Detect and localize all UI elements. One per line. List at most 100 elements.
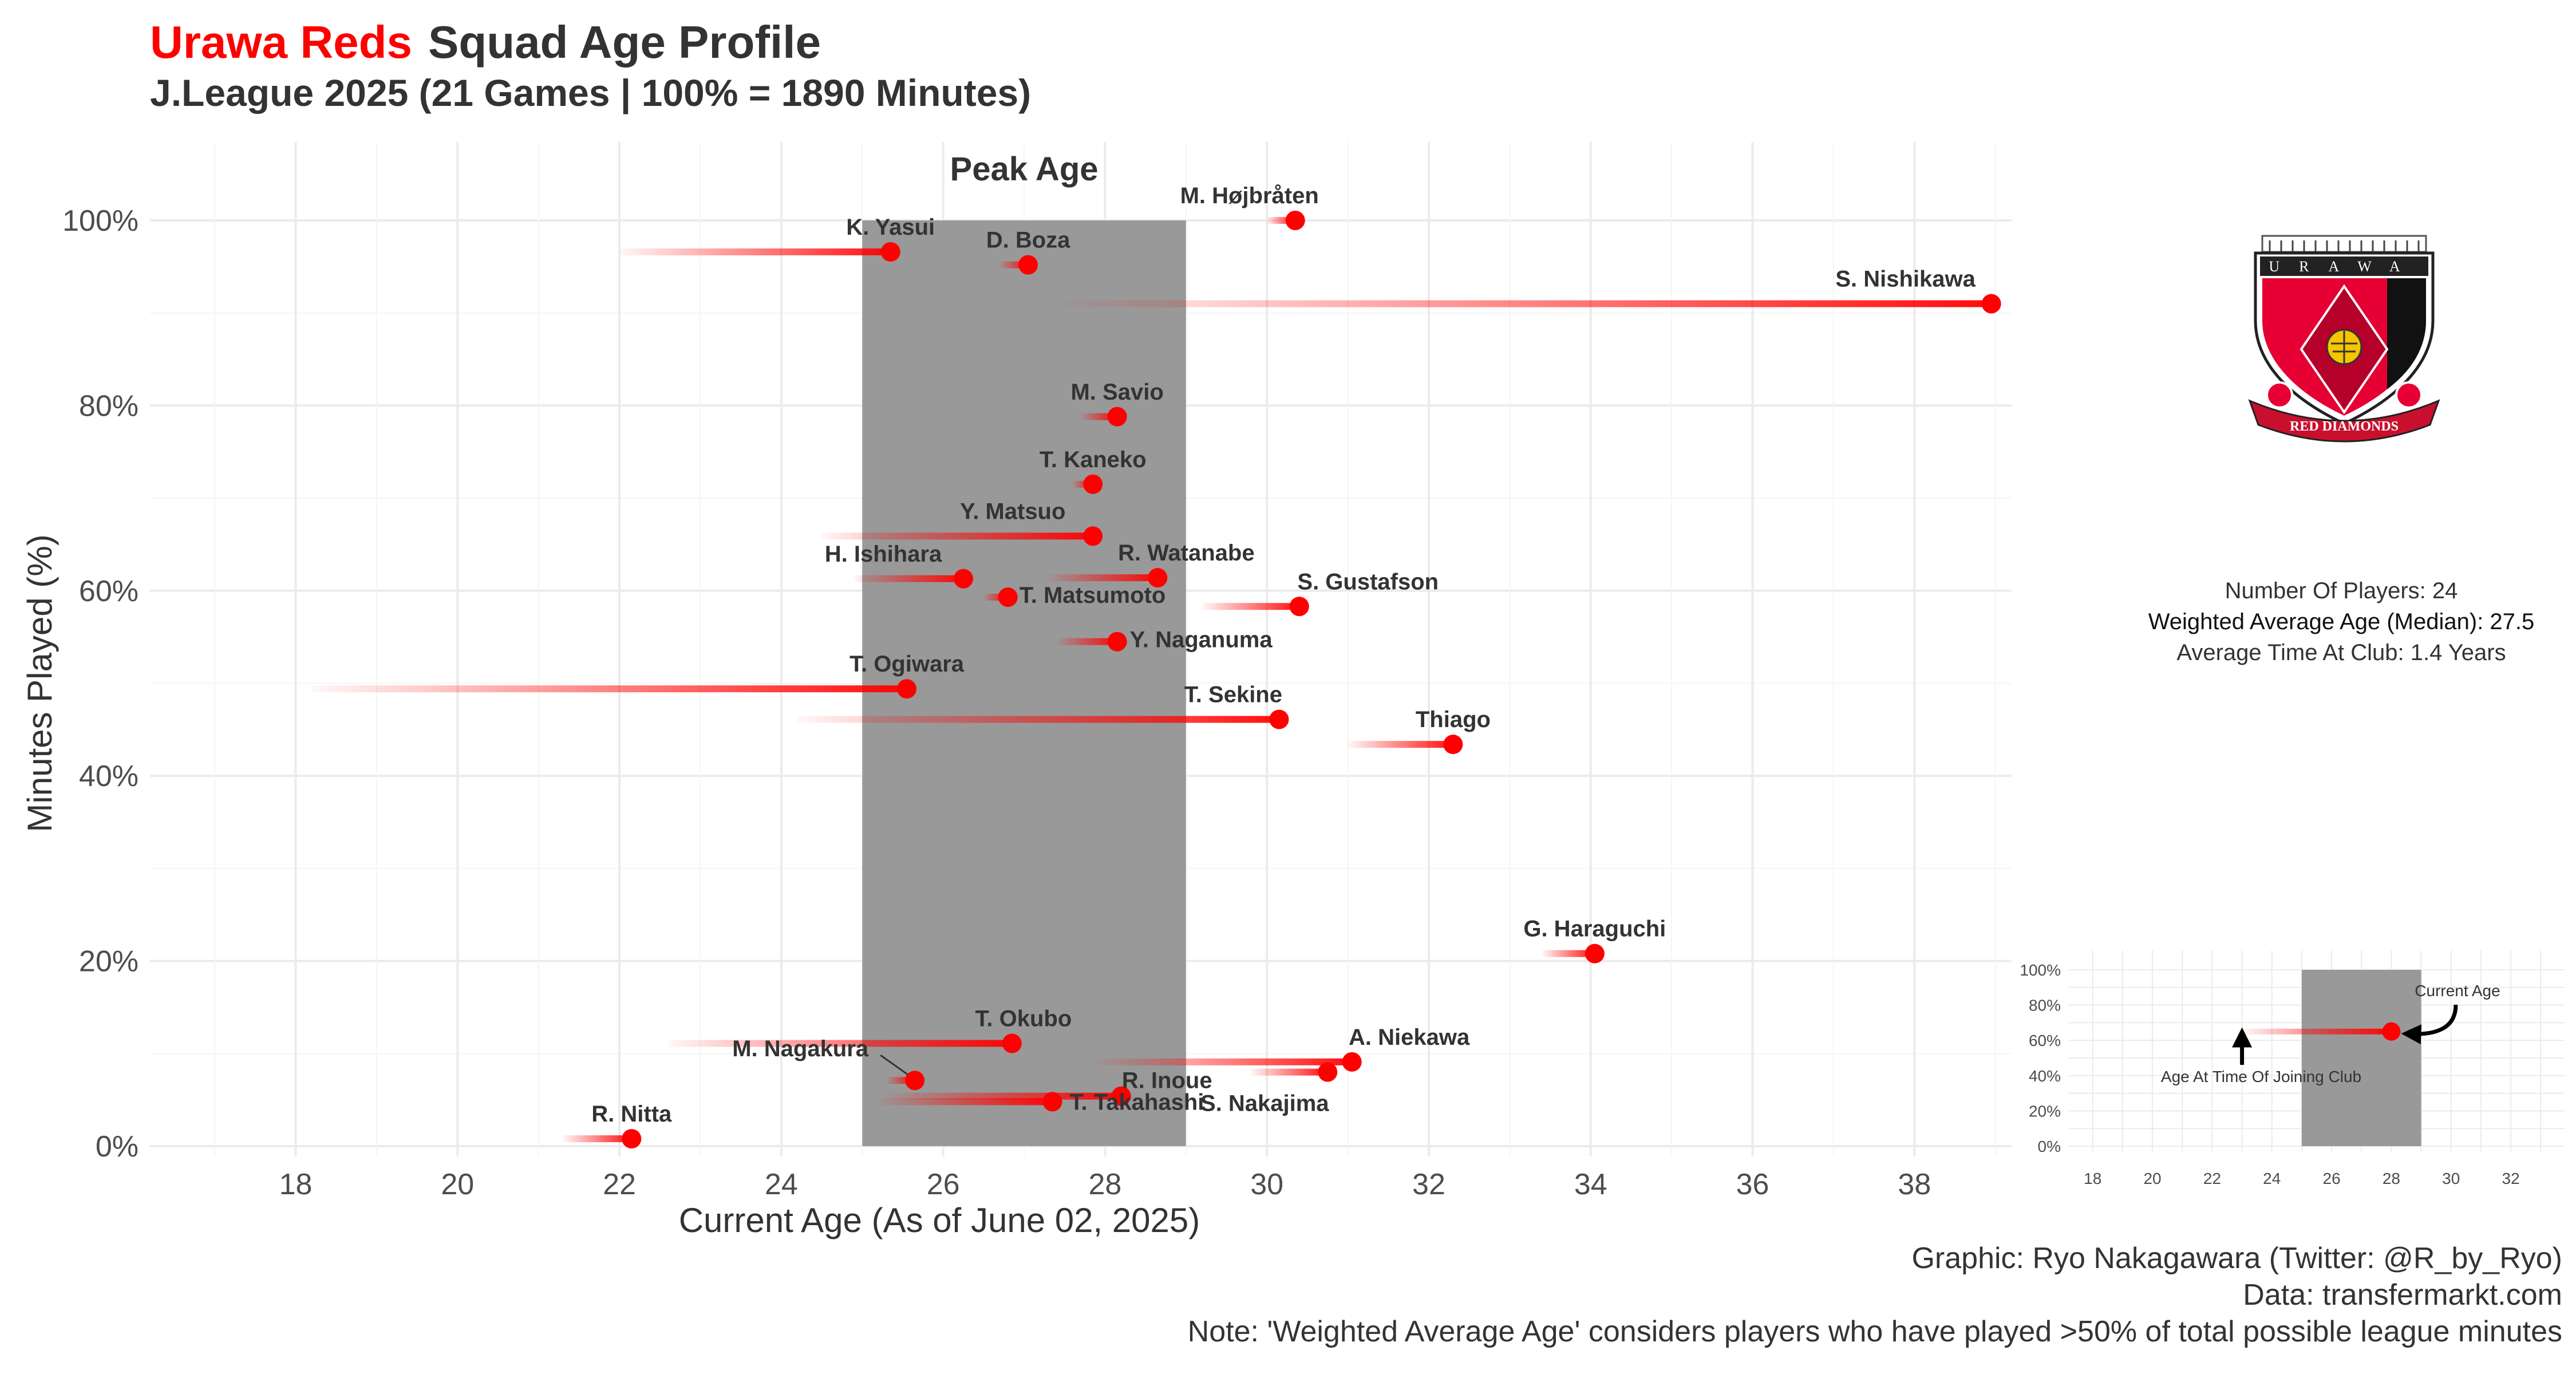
trail-r-inoue [886, 1092, 1121, 1100]
point-g-haraguchi [1585, 943, 1605, 964]
x-axis-title: Current Age (As of June 02, 2025) [679, 1201, 1200, 1239]
x-tick-label: 26 [927, 1168, 960, 1201]
crest-banner-text: RED DIAMONDS [2290, 419, 2399, 434]
chart-subtitle: J.League 2025 (21 Games | 100% = 1890 Mi… [150, 72, 1032, 114]
mini-x-tick-label: 18 [2084, 1170, 2101, 1187]
point-s-nakajima [1318, 1062, 1338, 1082]
label-t-okubo: T. Okubo [975, 1006, 1072, 1032]
label-m-h-jbra-ten: M. Højbråten [1180, 183, 1319, 208]
caption-data-source: Data: transfermarkt.com [2243, 1278, 2562, 1312]
mini-x-tick-label: 32 [2502, 1170, 2520, 1187]
y-axis-title: Minutes Played (%) [21, 534, 59, 832]
label-r-inoue: R. Inoue [1122, 1068, 1212, 1093]
caption-note: Note: 'Weighted Average Age' considers p… [1187, 1315, 2562, 1348]
label-s-nishikawa: S. Nishikawa [1835, 267, 1976, 292]
point-t-ogiwara [897, 679, 917, 699]
mini-y-tick-label: 60% [2029, 1032, 2061, 1049]
label-y-matsuo: Y. Matsuo [960, 499, 1065, 524]
urawa-red-diamonds-crest-icon: URAWA RED DIAMONDS [2248, 235, 2440, 443]
stat-average-time-at-club: Average Time At Club: 1.4 Years [2176, 640, 2506, 665]
mini-x-tick-label: 28 [2383, 1170, 2400, 1187]
label-k-yasui: K. Yasui [846, 215, 935, 240]
x-tick-label: 32 [1412, 1168, 1445, 1201]
x-tick-label: 20 [441, 1168, 474, 1201]
point-h-ishihara [953, 568, 973, 589]
club-name: Urawa Reds [150, 17, 412, 68]
point-y-naganuma [1107, 631, 1127, 652]
label-thiago: Thiago [1416, 707, 1491, 732]
label-t-sekine: T. Sekine [1184, 682, 1282, 708]
leader-line-m-nagakura [880, 1054, 909, 1076]
mini-example-trail [2242, 1028, 2392, 1035]
label-m-nagakura: M. Nagakura [732, 1036, 869, 1061]
trail-thiago [1348, 741, 1453, 748]
x-tick-label: 34 [1574, 1168, 1607, 1201]
x-tick-label: 24 [765, 1168, 798, 1201]
trail-t-sekine [797, 716, 1279, 723]
trail-r-nitta [563, 1135, 632, 1143]
y-tick-label: 20% [79, 945, 139, 978]
label-t-takahashi: T. Takahashi [1070, 1089, 1204, 1115]
mini-x-tick-label: 24 [2263, 1170, 2281, 1187]
mini-y-tick-label: 0% [2038, 1138, 2061, 1155]
mini-x-tick-label: 22 [2203, 1170, 2221, 1187]
label-m-savio: M. Savio [1070, 380, 1163, 405]
label-r-watanabe: R. Watanabe [1118, 540, 1255, 566]
label-d-boza: D. Boza [986, 228, 1070, 253]
stat-number-of-players: Number Of Players: 24 [2225, 578, 2458, 603]
label-t-ogiwara: T. Ogiwara [850, 652, 965, 677]
mini-y-tick-label: 100% [2020, 961, 2061, 979]
label-y-naganuma: Y. Naganuma [1130, 627, 1273, 653]
trail-y-naganuma [1056, 638, 1117, 645]
mini-peak-age-band [2301, 970, 2421, 1146]
point-r-watanabe [1148, 568, 1168, 588]
mini-y-tick-label: 80% [2029, 997, 2061, 1014]
x-tick-label: 38 [1898, 1168, 1931, 1201]
point-m-savio [1107, 406, 1127, 427]
point-k-yasui [880, 242, 900, 262]
label-a-niekawa: A. Niekawa [1349, 1025, 1470, 1050]
point-s-gustafson [1289, 597, 1309, 617]
point-thiago [1443, 735, 1463, 755]
point-s-nishikawa [1981, 294, 2001, 314]
y-tick-label: 0% [96, 1130, 139, 1163]
trail-s-nakajima [1250, 1068, 1328, 1076]
crest-top-text: URAWA [2269, 258, 2419, 275]
trail-a-niekawa [1097, 1058, 1352, 1065]
y-tick-label: 80% [79, 389, 139, 423]
label-s-nakajima: S. Nakajima [1200, 1091, 1329, 1116]
mini-y-tick-label: 40% [2029, 1067, 2061, 1085]
point-d-boza [1018, 255, 1038, 275]
trail-k-yasui [619, 248, 891, 255]
x-tick-label: 28 [1088, 1168, 1121, 1201]
point-t-kaneko [1083, 474, 1103, 494]
trail-t-okubo [667, 1040, 1012, 1047]
mini-example-point [2382, 1022, 2401, 1041]
trail-g-haraguchi [1542, 950, 1595, 957]
peak-age-label: Peak Age [950, 151, 1099, 188]
point-t-takahashi [1042, 1092, 1062, 1112]
trail-s-gustafson [1202, 603, 1299, 610]
y-tick-label: 100% [62, 204, 139, 238]
point-t-okubo [1002, 1033, 1022, 1053]
label-h-ishihara: H. Ishihara [825, 542, 942, 567]
caption-graphic-credit: Graphic: Ryo Nakagawara (Twitter: @R_by_… [1911, 1242, 2562, 1275]
trail-r-watanabe [1048, 574, 1158, 582]
y-tick-label: 40% [79, 760, 139, 793]
trail-y-matsuo [821, 532, 1093, 540]
mini-y-tick-label: 20% [2029, 1102, 2061, 1120]
label-t-matsumoto: T. Matsumoto [1020, 583, 1166, 608]
label-s-gustafson: S. Gustafson [1297, 569, 1439, 594]
label-t-kaneko: T. Kaneko [1040, 447, 1147, 472]
title-text: Squad Age Profile [428, 17, 821, 68]
trail-s-nishikawa [1064, 300, 1992, 307]
mini-annotation-current-age: Current Age [2415, 982, 2500, 1000]
label-g-haraguchi: G. Haraguchi [1523, 917, 1666, 942]
trail-h-ishihara [854, 575, 963, 582]
y-tick-label: 60% [79, 575, 139, 608]
mini-x-tick-label: 30 [2442, 1170, 2460, 1187]
mini-x-tick-label: 26 [2323, 1170, 2341, 1187]
chart-title: Urawa Reds Squad Age Profile [150, 16, 821, 69]
point-t-matsumoto [998, 587, 1018, 607]
